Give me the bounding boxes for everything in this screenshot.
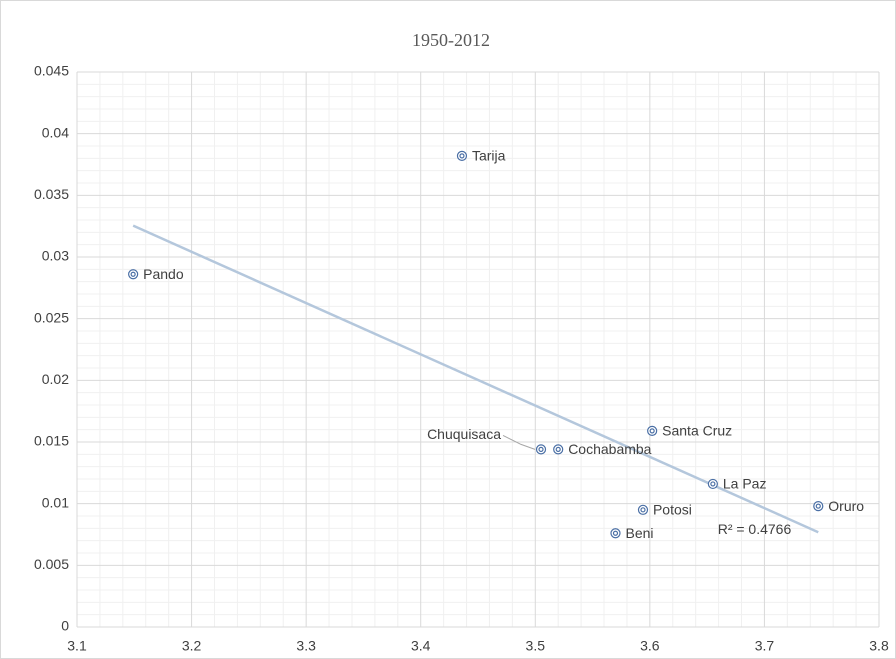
point-label: Santa Cruz bbox=[662, 423, 732, 439]
x-tick-label: 3.3 bbox=[296, 638, 316, 654]
marker-ring bbox=[647, 425, 658, 436]
y-tick-label: 0.005 bbox=[34, 556, 69, 572]
marker-core bbox=[710, 481, 716, 487]
x-tick-label: 3.7 bbox=[755, 638, 775, 654]
y-tick-label: 0.01 bbox=[42, 494, 69, 510]
point-label: Tarija bbox=[472, 148, 506, 164]
trendline bbox=[132, 224, 819, 534]
marker-core bbox=[640, 507, 646, 513]
point-label: Beni bbox=[625, 525, 653, 541]
marker-ring bbox=[535, 444, 547, 455]
marker-core bbox=[815, 503, 821, 509]
point-label: Chuquisaca bbox=[427, 426, 501, 442]
y-tick-label: 0.03 bbox=[42, 248, 69, 264]
point-label: Cochabamba bbox=[568, 441, 651, 457]
marker-ring bbox=[637, 504, 649, 515]
x-tick-label: 3.1 bbox=[67, 638, 87, 654]
x-tick-label: 3.5 bbox=[526, 638, 546, 654]
marker-ring bbox=[456, 150, 468, 161]
y-tick-label: 0.04 bbox=[42, 124, 69, 140]
y-tick-label: 0.045 bbox=[34, 63, 69, 79]
chart-title: 1950-2012 bbox=[412, 30, 490, 50]
leader-line bbox=[502, 434, 536, 450]
marker-core bbox=[538, 446, 544, 452]
marker-core bbox=[459, 153, 465, 159]
marker-core bbox=[649, 428, 655, 434]
x-tick-label: 3.6 bbox=[640, 638, 660, 654]
y-tick-label: 0.02 bbox=[42, 371, 69, 387]
marker-core bbox=[555, 446, 561, 452]
point-label: La Paz bbox=[723, 476, 767, 492]
x-tick-label: 3.8 bbox=[869, 638, 889, 654]
y-tick-label: 0.035 bbox=[34, 186, 69, 202]
marker-ring bbox=[553, 444, 564, 455]
marker-ring bbox=[813, 501, 824, 512]
marker-ring bbox=[128, 269, 139, 280]
marker-core bbox=[130, 271, 136, 277]
point-label: Pando bbox=[143, 266, 184, 282]
y-tick-label: 0 bbox=[61, 618, 69, 634]
marker-ring bbox=[610, 528, 621, 539]
x-tick-label: 3.2 bbox=[182, 638, 202, 654]
marker-ring bbox=[707, 478, 718, 490]
x-tick-label: 3.4 bbox=[411, 638, 431, 654]
point-label: Potosi bbox=[653, 502, 692, 518]
trendline-label: R² = 0.4766 bbox=[718, 521, 792, 537]
marker-core bbox=[612, 530, 619, 536]
y-tick-label: 0.025 bbox=[34, 309, 69, 325]
point-label: Oruro bbox=[828, 498, 864, 514]
y-tick-label: 0.015 bbox=[34, 433, 69, 449]
